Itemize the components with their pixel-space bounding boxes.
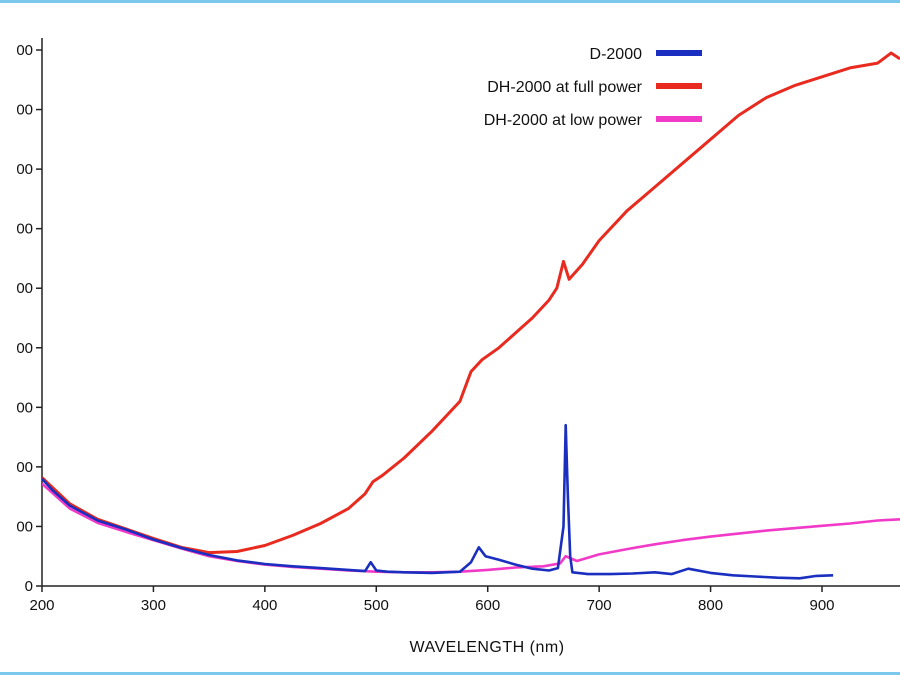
legend: D-2000 DH-2000 at full power DH-2000 at lo… [484, 46, 702, 129]
y-tick-label: 00 [16, 102, 33, 119]
y-tick-label: 00 [16, 340, 33, 357]
x-tick-label: 800 [698, 597, 723, 614]
x-tick-label: 300 [141, 597, 166, 614]
y-tick-label: 00 [16, 42, 33, 59]
y-tick-label: 00 [16, 221, 33, 238]
x-tick-label: 700 [587, 597, 612, 614]
legend-label: DH-2000 at full power [487, 79, 642, 96]
x-tick-label: 500 [364, 597, 389, 614]
x-tick-label: 200 [29, 597, 54, 614]
series-line-2 [42, 51, 900, 555]
x-tick-label: 400 [252, 597, 277, 614]
bottom-border [0, 672, 900, 675]
legend-label: D-2000 [590, 46, 643, 63]
series-line-3 [42, 482, 900, 574]
axes [41, 38, 900, 587]
x-tick-label: 900 [809, 597, 834, 614]
series-line-1 [42, 423, 834, 580]
legend-label: DH-2000 at low power [484, 112, 643, 129]
x-ticks: 200 300 400 500 600 700 800 900 [29, 586, 835, 614]
y-tick-label: 00 [16, 459, 33, 476]
x-tick-label: 600 [475, 597, 500, 614]
y-tick-label: 0 [25, 578, 33, 595]
y-tick-label: 00 [16, 518, 33, 535]
series-layer [42, 51, 900, 580]
y-tick-label: 00 [16, 280, 33, 297]
x-axis-label: WAVELENGTH (nm) [409, 639, 564, 656]
y-tick-label: 00 [16, 399, 33, 416]
top-border [0, 0, 900, 3]
y-tick-label: 00 [16, 161, 33, 178]
